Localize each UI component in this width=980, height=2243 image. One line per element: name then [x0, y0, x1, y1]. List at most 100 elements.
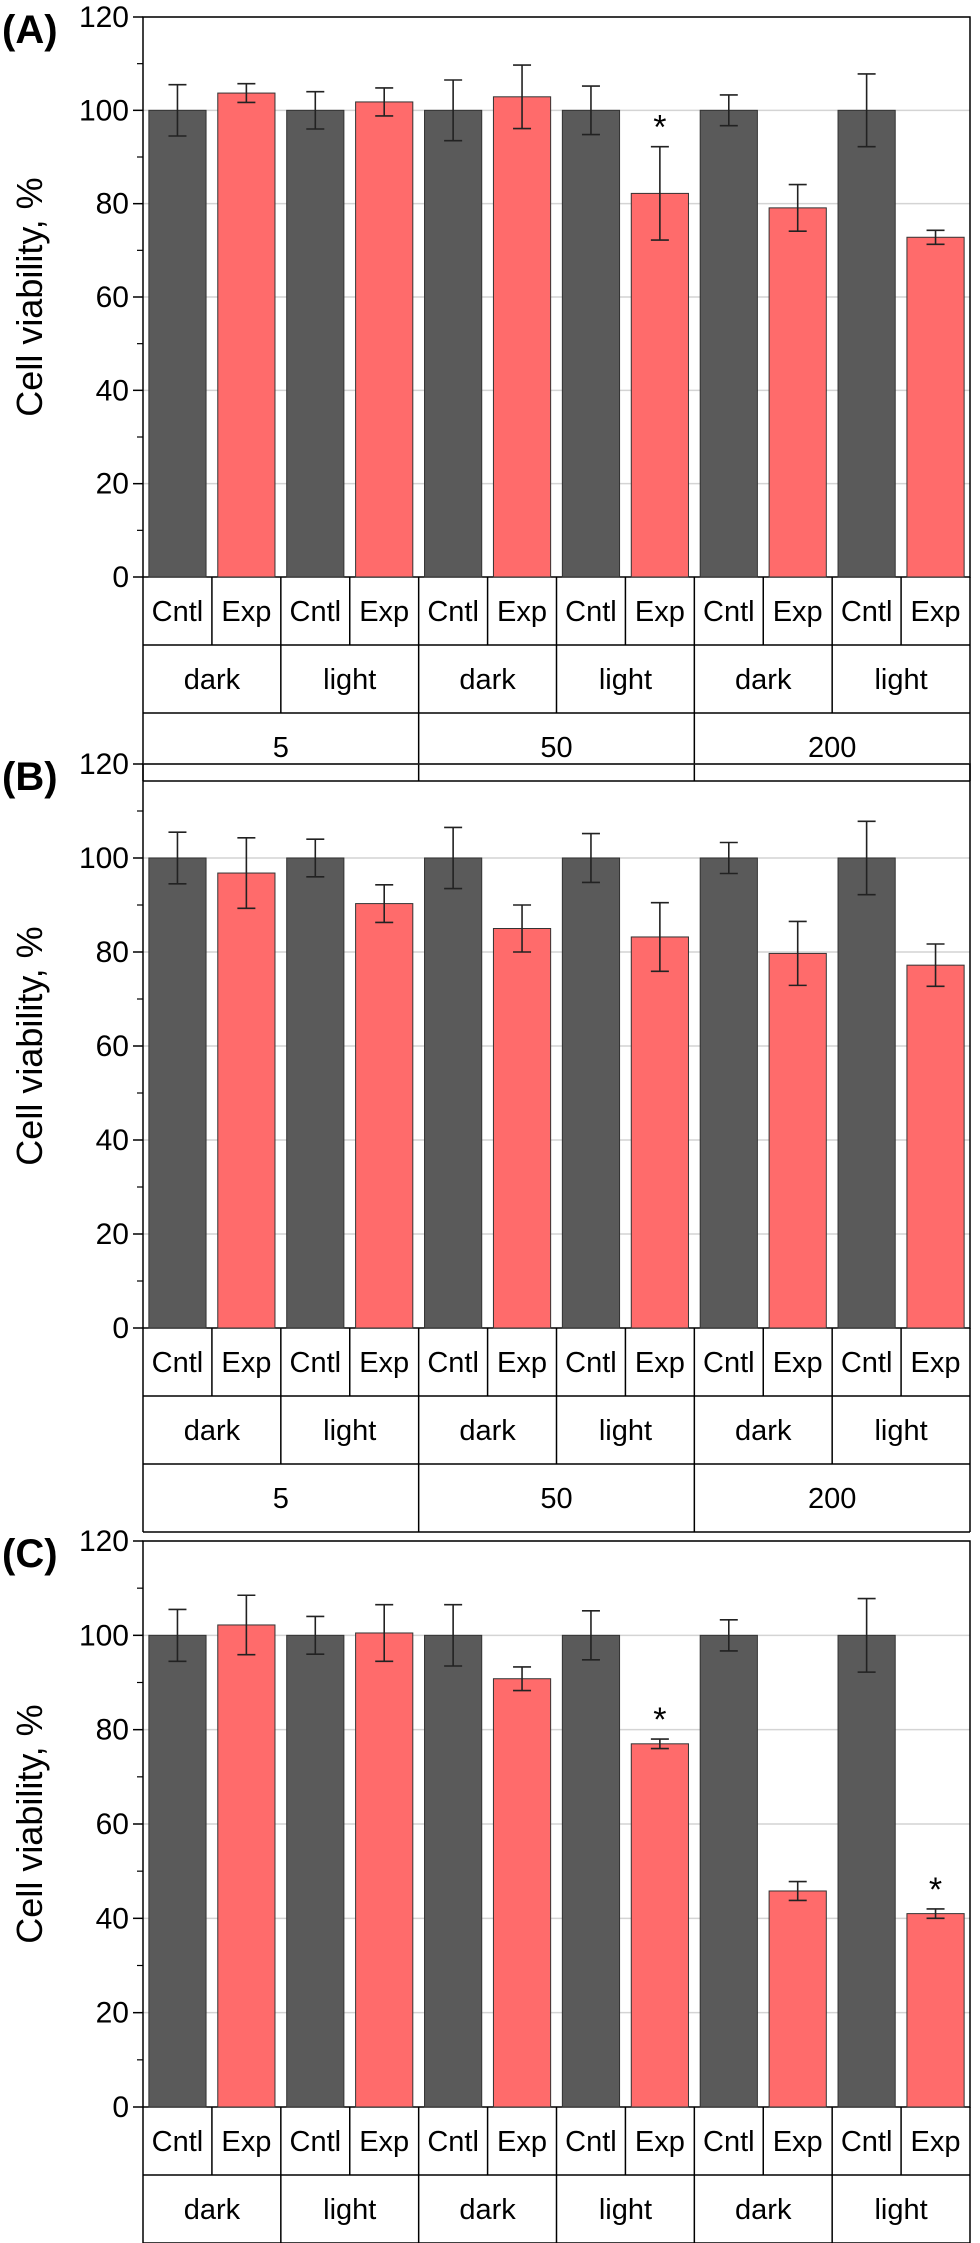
bar-exp [492, 96, 552, 578]
category-label: 5 [273, 1483, 289, 1515]
category-label: Cntl [565, 1347, 617, 1379]
y-axis-label: Cell viability, % [9, 177, 50, 416]
category-label: Exp [911, 2126, 961, 2158]
bar-cntl [699, 1634, 758, 2108]
y-tick-label: 40 [96, 374, 129, 407]
category-label: 200 [808, 732, 856, 764]
y-tick-label: 20 [96, 1218, 129, 1251]
bar-cntl [424, 1634, 483, 2108]
category-label: light [874, 1415, 927, 1447]
category-label: dark [459, 1415, 516, 1447]
category-label: Cntl [427, 1347, 479, 1379]
bar-exp [355, 1632, 414, 2108]
y-tick-label: 120 [79, 1525, 129, 1558]
y-tick-label: 40 [96, 1902, 129, 1935]
category-label: Exp [773, 2126, 823, 2158]
bar-cntl [561, 1634, 621, 2108]
panel-label: (C) [2, 1532, 58, 1576]
y-tick-label: 80 [96, 188, 129, 221]
category-label: Exp [497, 1347, 547, 1379]
bar-exp [768, 207, 827, 578]
category-label: light [323, 1415, 376, 1447]
bar-exp [630, 192, 689, 578]
bar-exp [217, 872, 276, 1329]
category-label: Exp [635, 1347, 685, 1379]
category-label: Cntl [290, 596, 342, 628]
y-tick-label: 0 [112, 2091, 129, 2124]
bar-exp [906, 964, 965, 1329]
bar-cntl [424, 109, 483, 578]
category-label: light [599, 664, 652, 696]
bar-exp [630, 936, 689, 1329]
category-label: Cntl [703, 2126, 755, 2158]
category-label: Exp [497, 2126, 547, 2158]
bar-cntl [148, 109, 207, 578]
bar-cntl [286, 1634, 345, 2108]
y-tick-label: 0 [112, 1312, 129, 1345]
category-label: Cntl [565, 596, 617, 628]
category-label: Cntl [152, 596, 204, 628]
category-label: Exp [635, 596, 685, 628]
y-tick-label: 60 [96, 1808, 129, 1841]
category-label: Exp [911, 1347, 961, 1379]
bar-cntl [286, 857, 345, 1329]
bar-cntl [148, 857, 207, 1329]
category-label: dark [459, 664, 516, 696]
category-label: 200 [808, 1483, 856, 1515]
category-label: light [874, 2194, 927, 2226]
y-axis-label: Cell viability, % [9, 926, 50, 1165]
panel-label: (B) [2, 755, 58, 799]
bar-cntl [561, 109, 621, 578]
category-label: Exp [911, 596, 961, 628]
bar-cntl [424, 857, 483, 1329]
bar-exp [906, 1913, 965, 2108]
category-label: Exp [221, 1347, 271, 1379]
bar-cntl [837, 1634, 896, 2108]
category-label: Cntl [152, 1347, 204, 1379]
y-tick-label: 0 [112, 561, 129, 594]
bar-cntl [837, 109, 896, 578]
significance-marker: * [929, 1871, 942, 1909]
category-label: Cntl [427, 2126, 479, 2158]
y-tick-label: 80 [96, 1714, 129, 1747]
category-label: Cntl [152, 2126, 204, 2158]
y-tick-label: 120 [79, 1, 129, 34]
bar-exp [217, 92, 276, 578]
category-label: Exp [221, 596, 271, 628]
y-axis-label: Cell viability, % [9, 1704, 50, 1943]
y-tick-label: 20 [96, 1997, 129, 2030]
significance-marker: * [653, 109, 666, 147]
category-label: Exp [773, 1347, 823, 1379]
bar-exp [492, 928, 552, 1329]
category-label: Exp [221, 2126, 271, 2158]
bar-exp [906, 236, 965, 578]
bar-cntl [148, 1634, 207, 2108]
category-label: Exp [635, 2126, 685, 2158]
bar-cntl [561, 857, 621, 1329]
category-label: Cntl [841, 1347, 893, 1379]
bar-exp [630, 1743, 689, 2108]
category-label: light [323, 2194, 376, 2226]
y-tick-label: 40 [96, 1124, 129, 1157]
category-label: Cntl [290, 1347, 342, 1379]
category-label: dark [735, 2194, 792, 2226]
category-label: Cntl [427, 596, 479, 628]
category-label: light [599, 1415, 652, 1447]
category-label: Exp [773, 596, 823, 628]
category-label: Cntl [841, 596, 893, 628]
chart-panel-b: 0 20 40 60 80 100 120 (B) Cell viability, % Cntl E… [2, 748, 971, 1533]
y-tick-label: 80 [96, 936, 129, 969]
category-label: 50 [540, 732, 572, 764]
y-tick-label: 60 [96, 281, 129, 314]
category-label: light [323, 664, 376, 696]
bar-exp [492, 1678, 552, 2108]
category-label: dark [184, 664, 241, 696]
category-label: dark [735, 664, 792, 696]
y-tick-label: 120 [79, 748, 129, 781]
y-tick-label: 20 [96, 468, 129, 501]
y-tick-label: 100 [79, 94, 129, 127]
chart-panel-a: 0 20 40 60 80 100 120 (A) Cell viability, % * Cntl… [2, 1, 971, 782]
significance-marker: * [653, 1701, 666, 1739]
